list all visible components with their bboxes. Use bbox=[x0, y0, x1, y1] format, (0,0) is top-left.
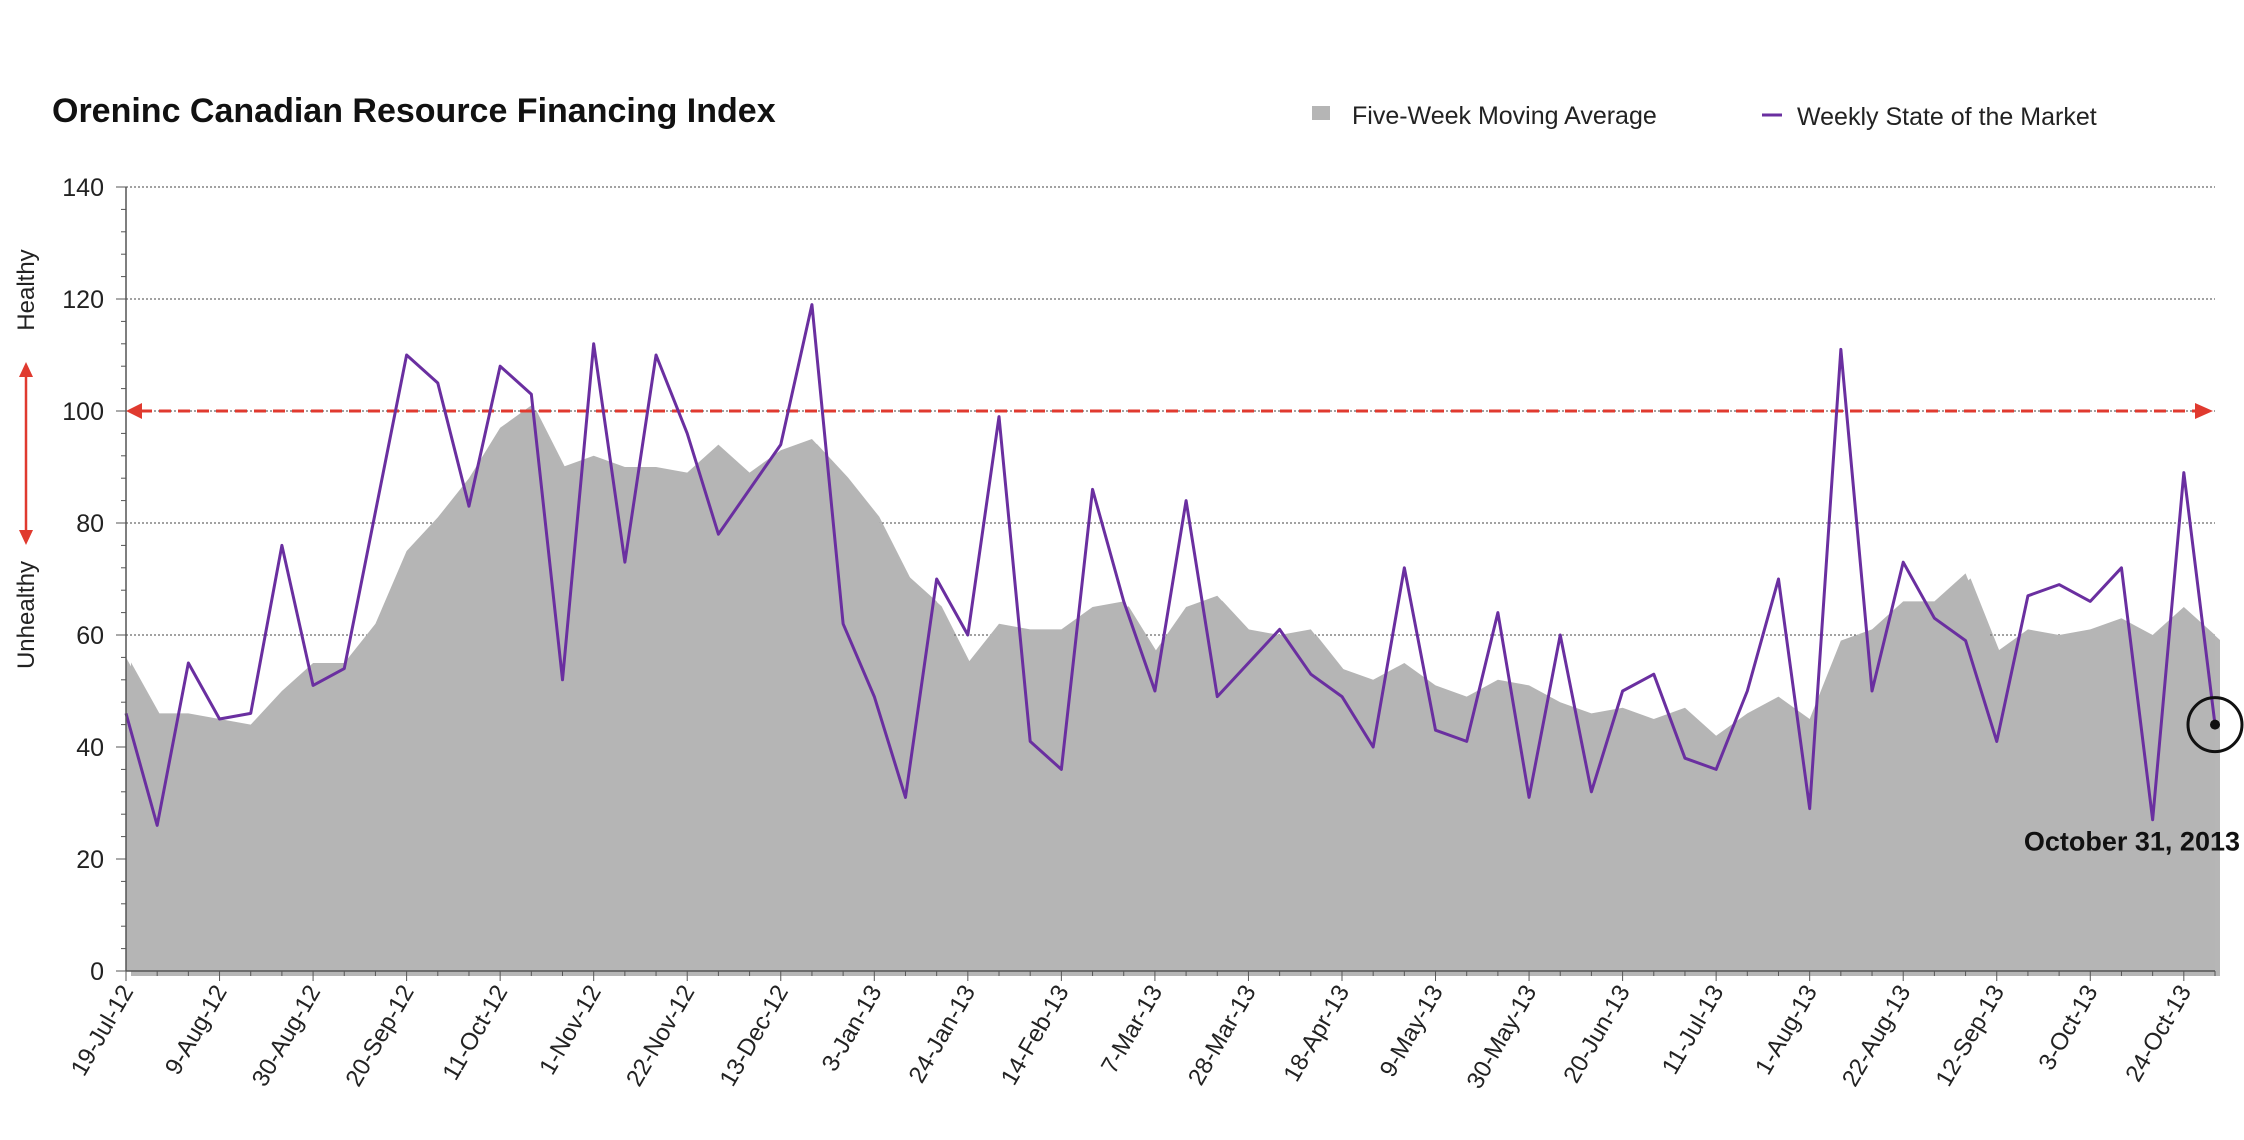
y-tick-label: 60 bbox=[76, 622, 104, 650]
legend: Five-Week Moving Average Weekly State of… bbox=[1312, 102, 2097, 131]
x-tick-label: 19-Jul-12 bbox=[66, 981, 139, 1081]
x-tick-label: 11-Oct-12 bbox=[437, 981, 513, 1085]
threshold-line bbox=[126, 403, 2213, 419]
x-tick-label: 20-Jun-13 bbox=[1558, 981, 1635, 1088]
threshold-arrow-right bbox=[2195, 403, 2213, 419]
y-side-label-healthy: Healthy bbox=[13, 249, 40, 330]
x-tick-label: 9-May-13 bbox=[1375, 981, 1449, 1082]
annotation-label: October 31, 2013 bbox=[2024, 827, 2240, 857]
x-tick-label: 24-Jan-13 bbox=[904, 981, 981, 1088]
y-tick-label: 0 bbox=[90, 958, 104, 986]
annotation-ring bbox=[2186, 696, 2244, 754]
axes bbox=[116, 186, 2216, 981]
arrow-head-up bbox=[19, 362, 33, 377]
x-tick-label: 22-Aug-13 bbox=[1837, 981, 1916, 1092]
y-tick-label: 140 bbox=[62, 174, 104, 202]
x-tick-label: 13-Dec-12 bbox=[715, 981, 794, 1092]
x-tick-label: 7-Mar-13 bbox=[1096, 981, 1168, 1079]
x-tick-labels: 19-Jul-12 9-Aug-12 30-Aug-12 20-Sep-12 11-Oc… bbox=[66, 980, 2197, 1093]
x-tick-label: 30-May-13 bbox=[1462, 981, 1543, 1094]
x-tick-label: 9-Aug-12 bbox=[160, 981, 233, 1080]
y-tick-label: 120 bbox=[62, 286, 104, 314]
y-side-labels: Healthy Unhealthy bbox=[13, 249, 40, 669]
y-tick-label: 40 bbox=[76, 734, 104, 762]
x-tick-label: 20-Sep-12 bbox=[340, 981, 419, 1092]
arrow-head-down bbox=[19, 530, 33, 545]
x-tick-label: 12-Sep-13 bbox=[1931, 980, 2010, 1091]
line-weekly-market bbox=[124, 303, 2217, 827]
legend-label-weekly-market: Weekly State of the Market bbox=[1797, 103, 2097, 131]
x-tick-label: 11-Jul-13 bbox=[1657, 981, 1730, 1080]
x-tick-label: 3-Oct-13 bbox=[2033, 981, 2103, 1075]
x-tick-label: 3-Jan-13 bbox=[817, 981, 888, 1077]
x-tick-label: 1-Aug-13 bbox=[1750, 981, 1823, 1080]
x-tick-label: 30-Aug-12 bbox=[247, 981, 326, 1092]
y-tick-label: 80 bbox=[76, 510, 104, 538]
x-tick-label: 28-Mar-13 bbox=[1183, 981, 1262, 1090]
annotations: October 31, 2013 bbox=[2024, 696, 2244, 857]
area-moving-average bbox=[126, 405, 2215, 971]
x-tick-label: 24-Oct-13 bbox=[2120, 981, 2197, 1087]
moving-average-area bbox=[126, 405, 2220, 976]
x-tick-label: 14-Feb-13 bbox=[996, 981, 1075, 1090]
threshold-arrow-left bbox=[126, 403, 142, 419]
chart-title: Oreninc Canadian Resource Financing Inde… bbox=[52, 92, 776, 130]
legend-swatch-moving-average bbox=[1312, 106, 1330, 120]
legend-label-moving-average: Five-Week Moving Average bbox=[1352, 102, 1657, 130]
weekly-market-line bbox=[124, 303, 2217, 827]
x-tick-label: 18-Apr-13 bbox=[1278, 981, 1355, 1087]
x-tick-label: 22-Nov-12 bbox=[621, 981, 700, 1092]
annotation-dot bbox=[2210, 719, 2220, 730]
y-tick-labels: 0 20 40 60 80 100 120 140 bbox=[62, 174, 104, 986]
y-side-label-unhealthy: Unhealthy bbox=[13, 561, 40, 669]
x-tick-label: 1-Nov-12 bbox=[534, 981, 607, 1080]
y-tick-label: 20 bbox=[76, 846, 104, 874]
y-tick-label: 100 bbox=[62, 398, 104, 426]
